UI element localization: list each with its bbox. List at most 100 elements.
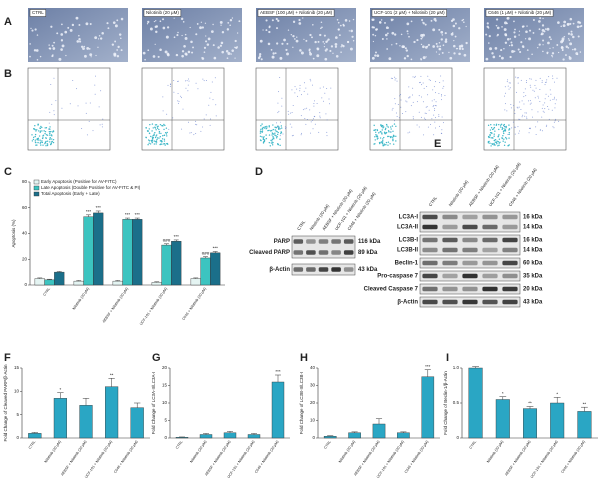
event — [94, 93, 96, 95]
event — [274, 132, 276, 134]
event — [444, 95, 446, 97]
event — [182, 108, 184, 110]
significance: * — [502, 391, 504, 396]
cell — [225, 49, 229, 53]
cell — [166, 53, 170, 57]
band — [422, 214, 438, 220]
event — [45, 134, 48, 136]
event — [148, 142, 150, 144]
event — [524, 88, 526, 90]
event — [212, 99, 214, 101]
cell — [298, 18, 301, 22]
event — [309, 109, 311, 111]
band — [462, 286, 478, 292]
cell — [375, 28, 378, 31]
cell — [550, 38, 552, 41]
event — [383, 144, 385, 147]
y-axis-title: Fold Change of LC3B-II/LC3B-I — [299, 372, 304, 435]
event — [154, 124, 157, 126]
cell — [513, 31, 516, 34]
event — [319, 87, 321, 89]
event — [161, 124, 163, 127]
cell — [517, 48, 520, 51]
cell — [146, 23, 149, 25]
cell — [442, 44, 445, 47]
cell — [513, 50, 516, 53]
cell — [526, 49, 529, 51]
cell — [157, 55, 160, 58]
event — [503, 130, 505, 132]
event — [260, 128, 262, 131]
cell — [113, 52, 117, 56]
event — [387, 130, 390, 132]
event — [177, 100, 179, 102]
event — [516, 77, 518, 79]
event — [200, 130, 202, 132]
event — [294, 86, 296, 88]
event — [533, 90, 535, 92]
event — [428, 79, 430, 81]
cell — [495, 24, 498, 27]
event — [434, 117, 436, 119]
event — [156, 138, 158, 141]
event — [555, 118, 557, 120]
event — [39, 142, 41, 144]
cell — [465, 41, 468, 45]
event — [498, 123, 500, 126]
event — [523, 96, 525, 98]
event — [278, 126, 280, 128]
cell — [570, 30, 573, 33]
event — [163, 140, 166, 142]
y-axis-title: Apoptosis (%) — [11, 219, 16, 248]
cell — [542, 39, 545, 42]
event — [547, 105, 549, 107]
cell — [147, 49, 150, 52]
band-label: β-Actin — [269, 267, 290, 273]
bar — [112, 280, 123, 286]
event — [45, 140, 47, 143]
cell — [453, 52, 456, 55]
event — [493, 135, 495, 137]
cell — [557, 21, 560, 24]
cell — [403, 57, 407, 60]
event — [392, 143, 395, 145]
cell — [67, 26, 70, 29]
lane-label: Nilotinib (20 μM) — [448, 179, 470, 207]
event — [515, 76, 517, 78]
panel-letter: B — [4, 68, 12, 80]
event — [534, 97, 536, 99]
cell — [424, 23, 427, 26]
event — [504, 141, 506, 143]
bar — [348, 432, 361, 439]
cell — [568, 56, 572, 60]
event — [517, 107, 519, 109]
event — [287, 110, 289, 112]
cell — [212, 44, 215, 47]
event — [530, 86, 532, 88]
cell — [416, 39, 419, 42]
event — [419, 82, 421, 84]
event — [215, 115, 217, 117]
cell — [372, 40, 374, 43]
cell — [344, 19, 348, 22]
event — [188, 78, 190, 80]
event — [435, 92, 437, 94]
event — [405, 100, 407, 102]
cell — [504, 41, 508, 45]
cell — [207, 37, 211, 41]
event — [398, 117, 400, 119]
event — [418, 111, 420, 113]
event — [487, 124, 490, 127]
band — [502, 260, 518, 266]
x-tick-label: CTRL — [28, 440, 37, 450]
event — [506, 81, 508, 83]
event — [424, 112, 426, 114]
event — [36, 139, 39, 141]
event — [269, 130, 272, 132]
event — [409, 96, 411, 98]
cell — [542, 50, 544, 53]
event — [542, 104, 544, 106]
cell — [182, 21, 185, 23]
bar — [271, 381, 285, 439]
cell — [221, 50, 224, 54]
